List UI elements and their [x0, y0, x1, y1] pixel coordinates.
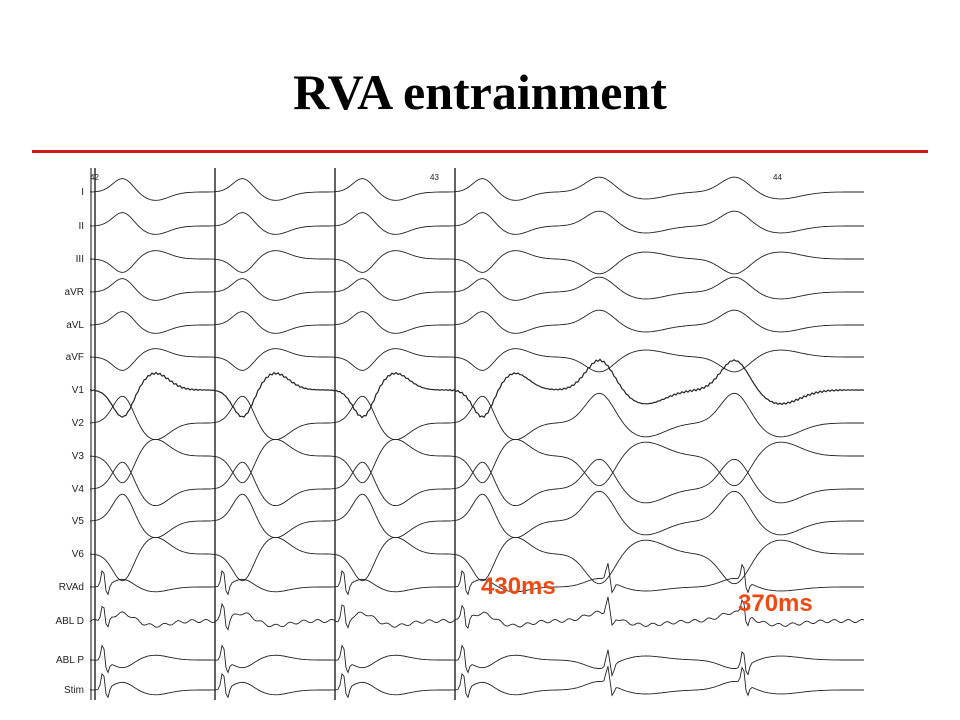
lead-label: V6	[72, 549, 85, 560]
ecg-tracing: I II III aVR aVL aVF V1 V2 V3 V4 V5 V6 R…	[55, 168, 865, 700]
lead-trace	[89, 666, 864, 699]
beat-numbers: 42 43 44	[90, 173, 782, 182]
lead-label: V1	[72, 385, 85, 396]
lead-trace	[89, 596, 865, 631]
lead-label: II	[78, 221, 84, 232]
pacing-stimulus-lines	[90, 168, 456, 700]
lead-trace	[89, 490, 864, 539]
lead-label: ABL P	[56, 655, 84, 666]
title-divider	[32, 150, 928, 153]
lead-trace	[89, 563, 864, 596]
lead-label: aVR	[65, 287, 84, 298]
slide-title: RVA entrainment	[293, 64, 667, 120]
lead-trace	[90, 348, 864, 373]
lead-trace	[90, 276, 864, 301]
lead-label: aVF	[66, 352, 84, 363]
interval-label-430: 430ms	[481, 573, 556, 600]
lead-trace	[89, 358, 865, 419]
beat-number: 44	[773, 173, 782, 182]
lead-trace	[90, 250, 864, 275]
lead-label: Stim	[64, 685, 84, 696]
lead-trace	[90, 210, 864, 235]
lead-labels: I II III aVR aVL aVF V1 V2 V3 V4 V5 V6 R…	[55, 187, 84, 696]
lead-label: ABL D	[55, 616, 84, 627]
lead-trace	[90, 309, 864, 334]
lead-label: V3	[72, 451, 85, 462]
lead-trace	[89, 536, 864, 585]
lead-trace	[89, 392, 864, 441]
beat-number: 43	[430, 173, 439, 182]
lead-trace	[90, 176, 864, 201]
lead-label: I	[81, 187, 84, 198]
lead-label: III	[76, 254, 84, 265]
lead-label: aVL	[66, 320, 84, 331]
lead-label: V2	[72, 418, 85, 429]
lead-trace	[89, 458, 864, 507]
beat-number: 42	[90, 173, 99, 182]
lead-label: RVAd	[59, 582, 84, 593]
lead-label: V4	[72, 484, 85, 495]
interval-label-370: 370ms	[738, 590, 813, 617]
lead-trace	[89, 644, 864, 678]
lead-label: V5	[72, 516, 85, 527]
lead-trace	[89, 438, 864, 487]
ecg-traces	[89, 176, 865, 699]
